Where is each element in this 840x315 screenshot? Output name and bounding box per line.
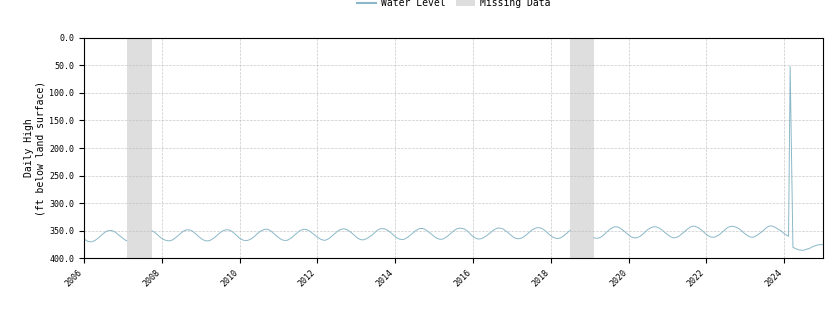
Bar xyxy=(127,38,152,258)
Bar xyxy=(570,38,594,258)
Y-axis label: Daily High
(ft below land surface): Daily High (ft below land surface) xyxy=(24,81,45,215)
Legend: Water Level, Missing Data: Water Level, Missing Data xyxy=(353,0,554,12)
